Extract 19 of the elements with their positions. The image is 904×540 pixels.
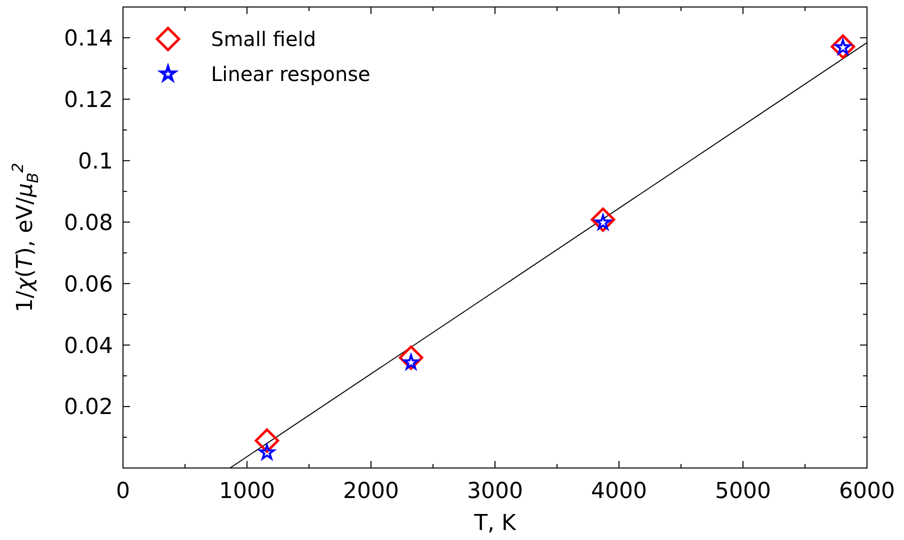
y-tick-label: 0.02	[64, 395, 113, 420]
x-tick-label: 3000	[467, 479, 523, 504]
x-tick-label: 1000	[219, 479, 275, 504]
x-tick-label: 6000	[839, 479, 895, 504]
legend-label: Small field	[211, 27, 316, 51]
y-tick-label: 0.08	[64, 210, 113, 236]
y-tick-label: 0.04	[64, 334, 113, 359]
x-tick-label: 0	[116, 479, 130, 504]
y-tick-label: 0.14	[64, 26, 113, 52]
y-tick-label: 0.1	[78, 149, 113, 174]
x-axis-title: T, K	[473, 511, 516, 536]
y-tick-label: 0.06	[64, 272, 113, 298]
point	[254, 428, 280, 453]
legend-label: Linear response	[211, 62, 370, 86]
y-tick-label: 0.12	[64, 88, 113, 113]
x-tick-label: 2000	[343, 479, 399, 504]
x-tick-label: 5000	[715, 479, 771, 504]
point	[830, 34, 856, 59]
x-tick-label: 4000	[591, 479, 647, 504]
